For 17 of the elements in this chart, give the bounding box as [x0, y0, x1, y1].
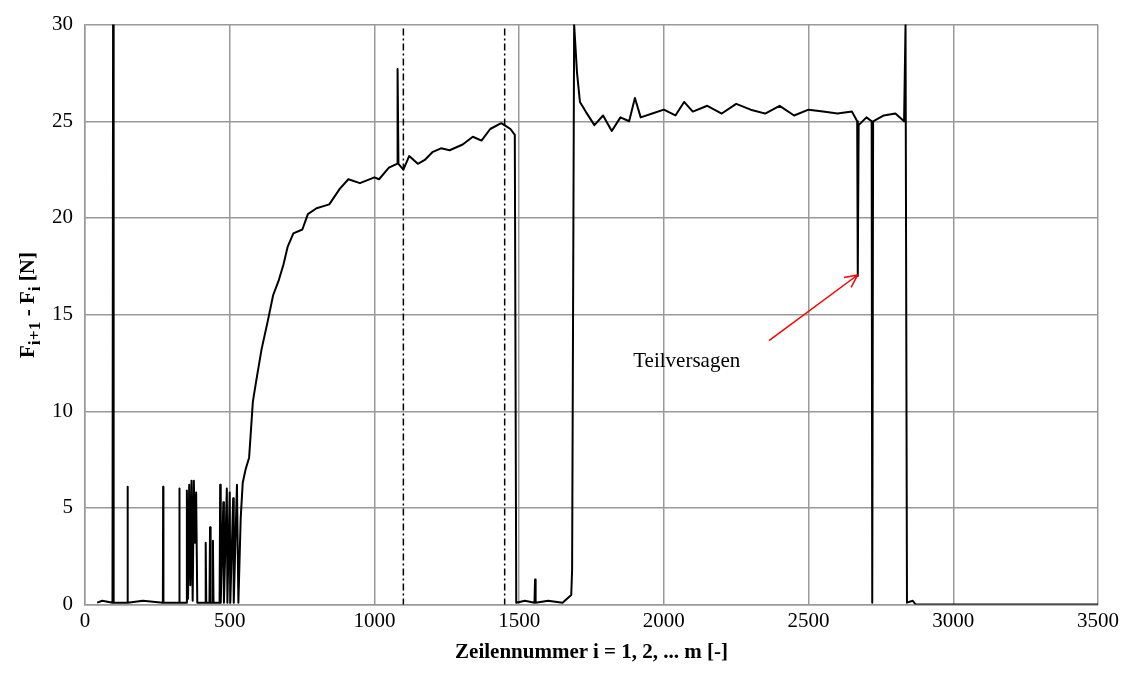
y-tick-label: 25: [52, 107, 73, 132]
annotation: Teilversagen: [633, 347, 741, 372]
y-tick-label: 10: [52, 397, 73, 422]
x-tick-label: 2000: [642, 607, 685, 632]
y-tick-label: 5: [62, 494, 73, 519]
x-axis-title: Zeilennummer i = 1, 2, ... m [-]: [455, 638, 728, 663]
y-tick-label: 0: [62, 591, 73, 616]
x-tick-label: 2500: [787, 607, 830, 632]
x-tick-label: 1000: [353, 607, 396, 632]
y-tick-label: 20: [52, 204, 73, 229]
x-tick-label: 500: [213, 607, 246, 632]
x-tick-label: 1500: [498, 607, 541, 632]
x-tick-label: 3500: [1077, 607, 1119, 632]
y-tick-label: 15: [52, 301, 73, 326]
x-tick-label: 0: [79, 607, 91, 632]
x-tick-label: 3000: [932, 607, 975, 632]
y-tick-label: 30: [52, 11, 73, 36]
